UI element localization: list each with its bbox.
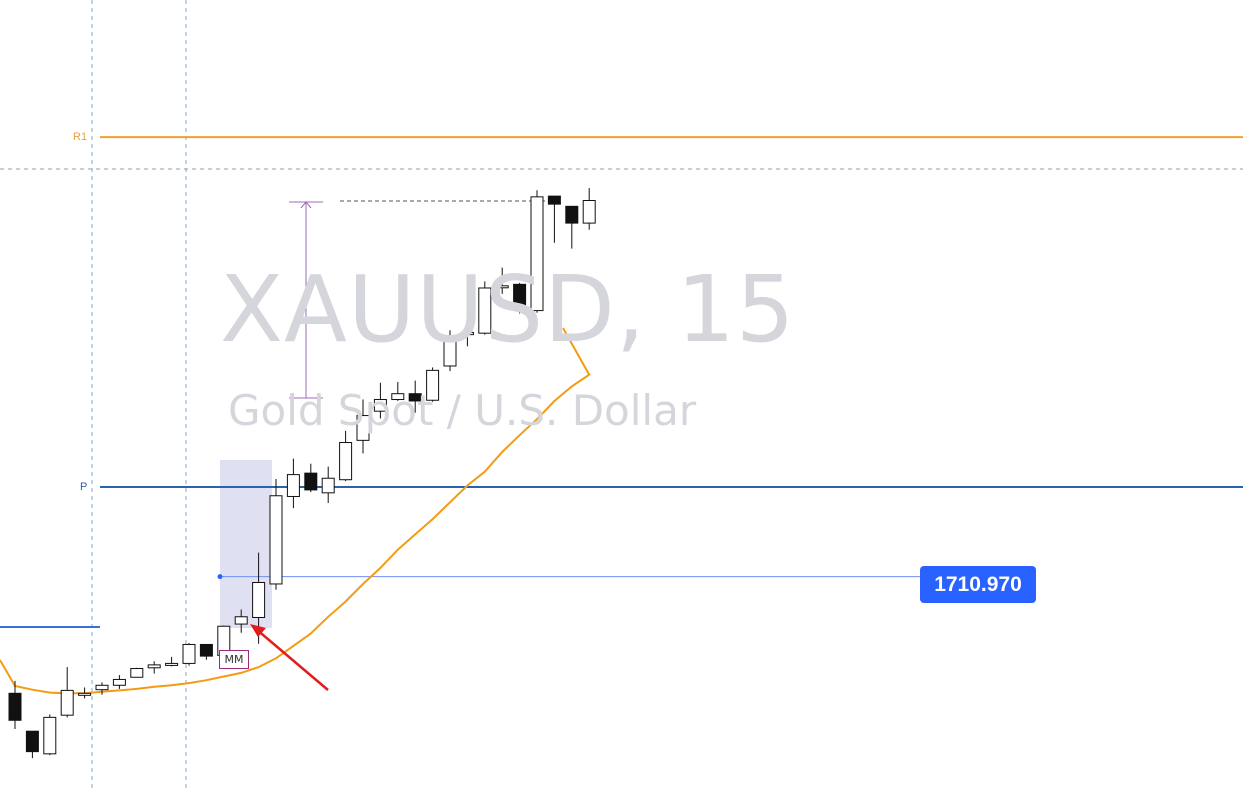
arrow-annotation: [250, 624, 329, 691]
last-price-tag[interactable]: 1710.970: [920, 566, 1036, 603]
candle-body-up: [373, 399, 387, 412]
moving-average-line: [0, 327, 591, 695]
candle-body-up: [130, 668, 144, 678]
arrow-shaft: [255, 628, 329, 691]
candle-body-up: [339, 442, 353, 481]
candle-body-up: [443, 335, 457, 367]
candle-body-up: [165, 662, 179, 666]
candle-body-up: [478, 287, 492, 334]
measure-arrowhead: [300, 201, 312, 209]
candle-body-down: [199, 643, 213, 657]
candle-body-up: [43, 716, 57, 755]
candle-body-up: [60, 689, 74, 716]
candle-body-up: [530, 196, 544, 312]
candle-body-down: [25, 730, 39, 753]
candle-body-down: [547, 195, 561, 205]
mm-annotation-tag[interactable]: MM: [219, 650, 249, 669]
pivot-level-label: P: [80, 481, 88, 493]
candle-body-up: [426, 369, 440, 401]
candle-body-up: [112, 678, 126, 686]
candle-body-down: [565, 205, 579, 224]
candle-body-up: [495, 285, 509, 289]
candle-body-up: [182, 643, 196, 664]
arrow-head: [250, 624, 266, 637]
candle-body-up: [582, 200, 596, 224]
r1-level-label: R1: [73, 131, 88, 143]
range-measure-tool[interactable]: [289, 200, 545, 399]
candle-body-up: [286, 474, 300, 497]
candle-body-down: [8, 692, 22, 721]
candle-body-down: [513, 283, 527, 306]
candle-body-up: [147, 664, 161, 669]
candle-body-up: [321, 477, 335, 494]
candle-body-down: [304, 472, 318, 491]
candlesticks: [8, 188, 596, 759]
candle-body-up: [234, 616, 248, 625]
last-price-dot: [217, 574, 223, 580]
candle-body-up: [252, 581, 266, 618]
candle-body-down: [408, 393, 422, 402]
candle-body-up: [460, 331, 474, 336]
candle-body-up: [78, 692, 92, 696]
candle-body-up: [269, 495, 283, 585]
candle-body-up: [95, 684, 109, 691]
candle-body-up: [356, 415, 370, 441]
candle-body-up: [391, 393, 405, 401]
